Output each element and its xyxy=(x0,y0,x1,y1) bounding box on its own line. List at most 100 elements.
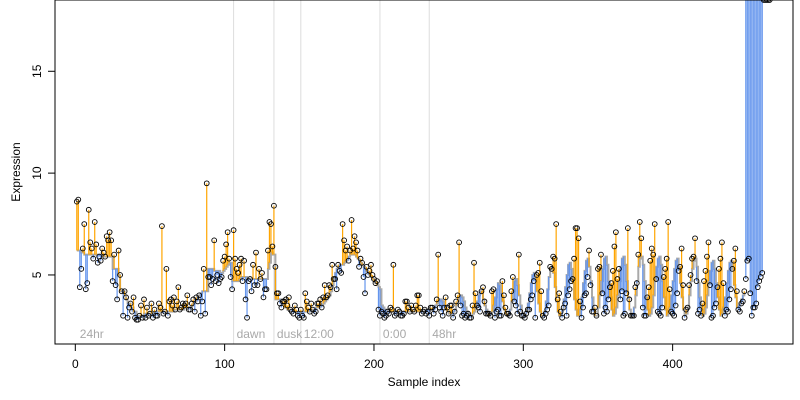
phase-label: dawn xyxy=(237,327,266,341)
data-point xyxy=(441,304,448,311)
data-point xyxy=(278,304,285,311)
data-point xyxy=(109,278,116,284)
data-point xyxy=(106,229,113,236)
data-point xyxy=(648,245,655,252)
data-point xyxy=(111,251,117,258)
data-point xyxy=(569,276,576,282)
data-point xyxy=(495,306,501,313)
data-point xyxy=(157,304,164,311)
x-axis-label: Sample index xyxy=(388,375,461,389)
data-point xyxy=(653,276,660,282)
data-point xyxy=(619,288,625,295)
data-point xyxy=(208,282,215,288)
data-point xyxy=(442,294,449,301)
data-point xyxy=(731,257,737,264)
data-point xyxy=(666,286,673,293)
data-point xyxy=(230,227,237,233)
data-point xyxy=(91,219,98,225)
data-point xyxy=(551,255,558,262)
data-point xyxy=(211,237,218,244)
data-point xyxy=(123,294,129,301)
data-point xyxy=(284,302,291,309)
phase-labels: 24hr dawn dusk 12:00 0:00 48hr xyxy=(80,327,456,341)
data-point xyxy=(130,294,137,301)
data-point xyxy=(259,270,265,276)
data-point xyxy=(236,261,243,268)
data-point xyxy=(616,265,622,272)
x-tick-label: 200 xyxy=(364,357,384,371)
data-point xyxy=(226,255,232,262)
data-point xyxy=(739,298,746,305)
data-point xyxy=(663,255,670,262)
data-point xyxy=(412,302,419,309)
data-point xyxy=(535,270,542,276)
data-point xyxy=(548,265,555,272)
data-point xyxy=(499,278,506,284)
data-point xyxy=(302,290,309,297)
data-point xyxy=(203,180,210,187)
data-point xyxy=(265,247,271,254)
data-point xyxy=(332,276,338,282)
data-point xyxy=(766,0,773,3)
data-point xyxy=(701,278,707,284)
data-point xyxy=(577,298,583,305)
data-point xyxy=(502,304,509,311)
data-point xyxy=(97,257,104,264)
data-point xyxy=(574,225,580,231)
data-point xyxy=(592,304,598,311)
data-point xyxy=(626,296,633,303)
data-point xyxy=(359,259,365,266)
data-point xyxy=(200,265,207,272)
data-point xyxy=(120,312,126,319)
data-point xyxy=(247,276,253,282)
data-point xyxy=(417,304,424,311)
data-point xyxy=(611,243,618,250)
data-point xyxy=(622,310,628,317)
data-point xyxy=(507,312,513,319)
data-point xyxy=(671,312,677,319)
data-point xyxy=(566,286,573,293)
data-point xyxy=(453,298,459,305)
data-point xyxy=(415,292,422,299)
data-point xyxy=(583,290,589,297)
data-point xyxy=(501,292,507,299)
data-point xyxy=(571,255,577,262)
data-point xyxy=(144,304,150,311)
data-point xyxy=(366,268,373,274)
data-point xyxy=(127,300,134,307)
data-point xyxy=(159,223,165,229)
data-point xyxy=(426,312,433,319)
data-point xyxy=(241,257,247,264)
data-point xyxy=(545,302,552,309)
data-point xyxy=(536,259,543,266)
data-point xyxy=(477,308,483,315)
data-point xyxy=(707,282,713,288)
data-point xyxy=(432,306,439,313)
data-point xyxy=(85,206,92,213)
data-point xyxy=(651,221,658,227)
data-point xyxy=(448,302,455,309)
data-point xyxy=(374,278,380,284)
data-point xyxy=(633,280,640,286)
data-point xyxy=(272,263,279,270)
data-point xyxy=(480,284,486,291)
data-point xyxy=(526,306,533,313)
data-point xyxy=(759,270,766,276)
data-point xyxy=(713,300,719,307)
data-point xyxy=(102,253,109,260)
data-point xyxy=(93,241,100,248)
data-point xyxy=(191,308,198,315)
data-point xyxy=(351,233,358,240)
data-point xyxy=(81,221,88,227)
data-point xyxy=(642,312,649,319)
data-point xyxy=(471,259,477,266)
data-point xyxy=(587,282,594,288)
x-tick-label: 400 xyxy=(663,357,683,371)
data-point xyxy=(678,245,685,252)
data-point xyxy=(141,296,147,303)
x-axis: 0 100 200 300 400 xyxy=(72,343,683,371)
data-point xyxy=(344,243,350,250)
data-point xyxy=(165,312,171,319)
data-point xyxy=(250,261,256,268)
x-tick-label: 100 xyxy=(215,357,235,371)
